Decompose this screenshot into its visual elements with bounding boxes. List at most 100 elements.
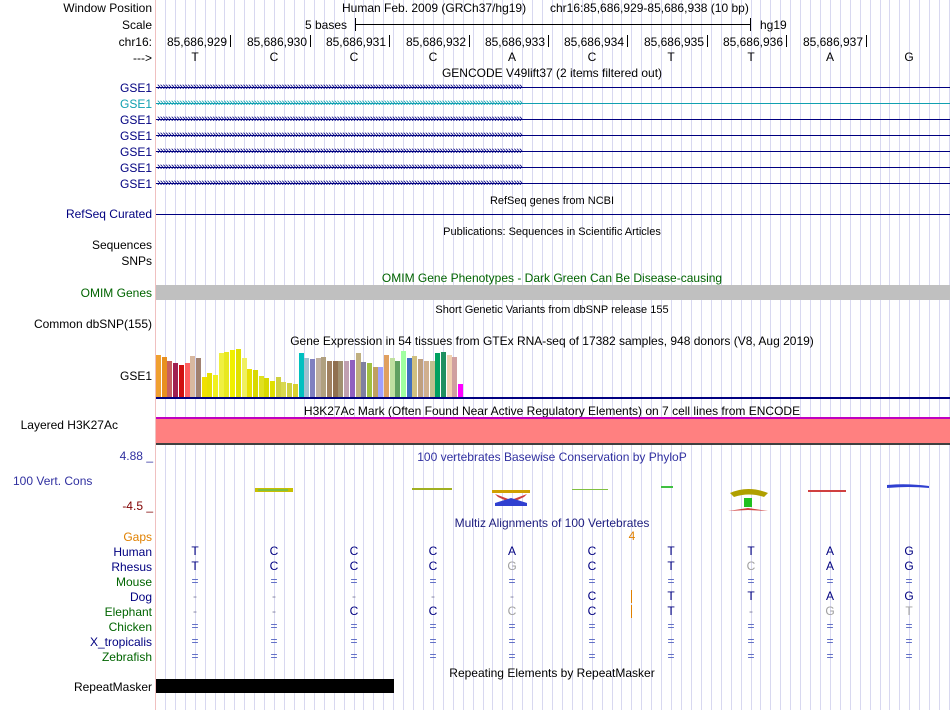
gtex-tissue-bar[interactable] xyxy=(264,378,269,397)
gtex-tissue-bar[interactable] xyxy=(304,358,309,397)
gtex-tissue-bar[interactable] xyxy=(316,358,321,397)
gencode-item-label[interactable]: GSE1 xyxy=(119,81,152,95)
refseq-label[interactable]: RefSeq Curated xyxy=(65,207,152,221)
gtex-tissue-bar[interactable] xyxy=(230,350,235,397)
gtex-tissue-bar[interactable] xyxy=(281,382,286,397)
gtex-tissue-bar[interactable] xyxy=(253,370,258,397)
gtex-tissue-bar[interactable] xyxy=(441,352,446,397)
gencode-item-label[interactable]: GSE1 xyxy=(119,177,152,191)
alignment-base: = xyxy=(508,649,516,663)
gencode-transcript[interactable] xyxy=(156,87,950,88)
scale-text: 5 bases xyxy=(305,18,348,32)
gtex-tissue-bar[interactable] xyxy=(338,361,343,397)
gtex-tissue-bar[interactable] xyxy=(430,361,435,397)
h3k27ac-label[interactable]: Layered H3K27Ac xyxy=(20,418,118,432)
gtex-tissue-bar[interactable] xyxy=(299,353,304,397)
gtex-tissue-bar[interactable] xyxy=(350,360,355,397)
gtex-tissue-bar[interactable] xyxy=(435,353,440,397)
species-label[interactable]: X_tropicalis xyxy=(89,635,152,649)
grid-line xyxy=(760,0,761,710)
h3k27ac-signal[interactable] xyxy=(156,417,950,445)
gtex-tissue-bar[interactable] xyxy=(173,363,178,397)
gtex-tissue-bar[interactable] xyxy=(207,373,212,397)
species-label[interactable]: Rhesus xyxy=(111,560,152,574)
gencode-transcript[interactable] xyxy=(156,103,950,104)
gaps-label[interactable]: Gaps xyxy=(123,530,152,544)
species-label[interactable]: Dog xyxy=(129,590,152,604)
gtex-tissue-bar[interactable] xyxy=(259,376,264,397)
grid-line xyxy=(919,0,920,710)
gtex-tissue-bar[interactable] xyxy=(156,355,161,397)
gencode-transcript[interactable] xyxy=(156,183,950,184)
gtex-tissue-bar[interactable] xyxy=(185,363,190,397)
gtex-tissue-bar[interactable] xyxy=(236,349,241,397)
gtex-tissue-bar[interactable] xyxy=(202,377,207,397)
gtex-tissue-bar[interactable] xyxy=(196,358,201,397)
alignment-base: = xyxy=(429,649,437,663)
gtex-tissue-bar[interactable] xyxy=(344,361,349,397)
gtex-tissue-bar[interactable] xyxy=(327,361,332,397)
gtex-tissue-bar[interactable] xyxy=(179,365,184,397)
gtex-tissue-bar[interactable] xyxy=(412,356,417,397)
gencode-item-label[interactable]: GSE1 xyxy=(119,145,152,159)
gtex-tissue-bar[interactable] xyxy=(270,381,275,397)
publications-sequences-label[interactable]: Sequences xyxy=(91,238,152,252)
gtex-tissue-bar[interactable] xyxy=(407,358,412,397)
gtex-tissue-bar[interactable] xyxy=(287,383,292,397)
gtex-tissue-bar[interactable] xyxy=(356,353,361,397)
gtex-tissue-bar[interactable] xyxy=(224,352,229,397)
gtex-tissue-bar[interactable] xyxy=(378,367,383,397)
gtex-tissue-bar[interactable] xyxy=(418,359,423,397)
species-label[interactable]: Mouse xyxy=(115,575,152,589)
gtex-tissue-bar[interactable] xyxy=(321,357,326,397)
repeatmasker-label[interactable]: RepeatMasker xyxy=(73,680,152,694)
gtex-tissue-bar[interactable] xyxy=(219,353,224,397)
omim-bar[interactable] xyxy=(156,285,950,300)
omim-label[interactable]: OMIM Genes xyxy=(80,286,152,300)
gtex-label[interactable]: GSE1 xyxy=(119,369,152,383)
gtex-tissue-bar[interactable] xyxy=(293,384,298,397)
gtex-tissue-bar[interactable] xyxy=(190,356,195,397)
species-label[interactable]: Human xyxy=(113,545,152,559)
gtex-tissue-bar[interactable] xyxy=(395,361,400,397)
gtex-tissue-bar[interactable] xyxy=(247,369,252,397)
gtex-tissue-bar[interactable] xyxy=(361,362,366,397)
gtex-tissue-bar[interactable] xyxy=(401,351,406,397)
gtex-tissue-bar[interactable] xyxy=(424,361,429,397)
gtex-tissue-bar[interactable] xyxy=(242,358,247,397)
gtex-tissue-bar[interactable] xyxy=(213,375,218,397)
gtex-tissue-bar[interactable] xyxy=(458,384,463,397)
position-range[interactable]: chr16:85,686,929-85,686,938 (10 bp) xyxy=(550,1,749,15)
sequence-base: G xyxy=(904,50,914,64)
gtex-tissue-bar[interactable] xyxy=(373,367,378,397)
position-label: 85,686,934 xyxy=(563,35,624,49)
gencode-transcript[interactable] xyxy=(156,167,950,168)
gtex-tissue-bar[interactable] xyxy=(162,357,167,397)
gtex-tissue-bar[interactable] xyxy=(447,355,452,397)
gencode-transcript[interactable] xyxy=(156,135,950,136)
repeatmasker-element[interactable] xyxy=(156,679,394,693)
gencode-transcript[interactable] xyxy=(156,151,950,152)
gtex-tissue-bar[interactable] xyxy=(276,377,281,397)
gencode-item-label[interactable]: GSE1 xyxy=(119,129,152,143)
dbsnp-label[interactable]: Common dbSNP(155) xyxy=(33,317,152,331)
gencode-item-label[interactable]: GSE1 xyxy=(119,113,152,127)
phylop-label[interactable]: 100 Vert. Cons xyxy=(13,474,93,488)
gtex-tissue-bar[interactable] xyxy=(310,359,315,397)
alignment-base: = xyxy=(270,574,278,588)
species-label[interactable]: Elephant xyxy=(104,605,152,619)
gtex-tissue-bar[interactable] xyxy=(390,358,395,397)
gtex-tissue-bar[interactable] xyxy=(167,361,172,397)
gencode-transcript[interactable] xyxy=(156,119,950,120)
gtex-tissue-bar[interactable] xyxy=(384,355,389,397)
species-label[interactable]: Zebrafish xyxy=(101,650,152,664)
refseq-line[interactable] xyxy=(156,214,950,215)
gencode-item-label[interactable]: GSE1 xyxy=(119,161,152,175)
publications-snps-label[interactable]: SNPs xyxy=(121,254,152,268)
gtex-tissue-bar[interactable] xyxy=(333,361,338,397)
gtex-tissue-bar[interactable] xyxy=(367,363,372,397)
gencode-item-label[interactable]: GSE1 xyxy=(119,97,152,111)
species-label[interactable]: Chicken xyxy=(108,620,152,634)
gtex-tissue-bar[interactable] xyxy=(452,357,457,397)
scale-bar-tick-left xyxy=(355,18,356,31)
